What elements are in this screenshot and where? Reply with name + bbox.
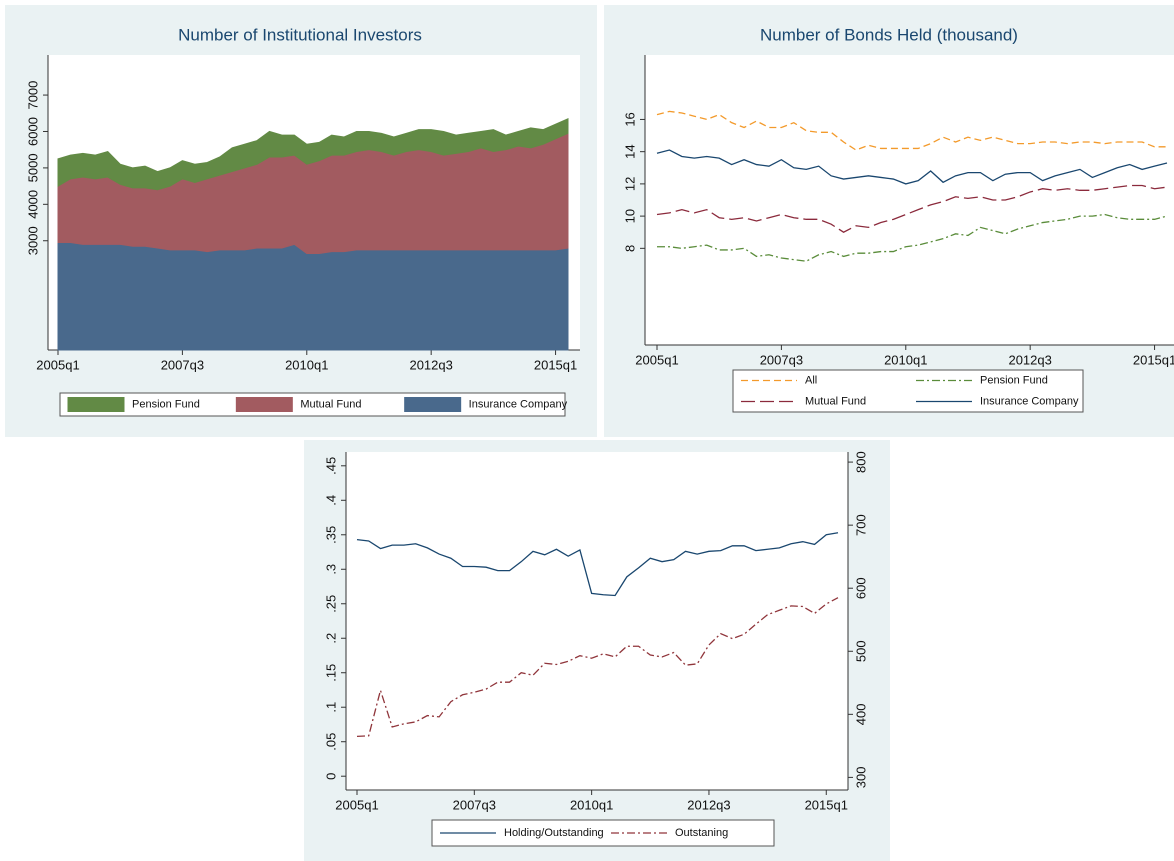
y-tick-label: .35	[323, 526, 338, 544]
x-tick-label: 2007q3	[161, 357, 204, 372]
y-tick-label: .2	[323, 633, 338, 644]
x-tick-label: 2007q3	[760, 352, 803, 367]
y-tick-label: .05	[323, 733, 338, 751]
y-tick-label: .25	[323, 595, 338, 613]
legend-box	[732, 369, 1084, 413]
y-tick-label: 400	[853, 703, 868, 725]
legend-label: Mutual Fund	[300, 398, 361, 410]
chart-title: Number of Institutional Investors	[178, 25, 422, 44]
y-tick-label: 0	[323, 773, 338, 780]
x-tick-label: 2010q1	[570, 797, 613, 812]
line	[656, 149, 1168, 185]
x-tick-label: 2007q3	[453, 797, 496, 812]
legend-label: All	[805, 374, 817, 386]
y-tick-label: 800	[853, 451, 868, 473]
x-tick-label: 2015q1	[805, 797, 848, 812]
y-tick-label: 16	[622, 112, 637, 126]
x-tick-label: 2005q1	[36, 357, 79, 372]
y-tick-label: 3000	[25, 226, 40, 255]
legend-label: Outstaning	[675, 827, 728, 839]
x-tick-label: 2005q1	[335, 797, 378, 812]
legend-label: Holding/Outstanding	[504, 827, 604, 839]
x-tick-label: 2010q1	[285, 357, 328, 372]
plot-area	[645, 55, 1174, 345]
y-tick-label: 10	[622, 209, 637, 223]
legend-swatch	[235, 397, 293, 412]
line	[656, 184, 1168, 233]
legend-swatch	[404, 397, 462, 412]
legend-swatch	[67, 397, 125, 412]
x-tick-label: 2010q1	[884, 352, 927, 367]
y-tick-label: 700	[853, 514, 868, 536]
y-tick-label: 4000	[25, 190, 40, 219]
x-tick-label: 2015q1	[1133, 352, 1174, 367]
x-tick-label: 2012q3	[409, 357, 452, 372]
y-tick-label: 14	[622, 144, 637, 158]
line	[656, 110, 1167, 151]
x-tick-label: 2005q1	[635, 352, 678, 367]
y-tick-label: 500	[853, 640, 868, 662]
y-tick-label: 7000	[25, 81, 40, 110]
line	[356, 597, 839, 738]
y-tick-label: 300	[853, 767, 868, 789]
legend-label: Pension Fund	[980, 374, 1048, 386]
plot-area	[346, 452, 848, 790]
y-tick-label: .3	[323, 564, 338, 575]
y-tick-label: .1	[323, 702, 338, 713]
y-tick-label: 600	[853, 577, 868, 599]
y-tick-label: 5000	[25, 153, 40, 182]
y-tick-label: .4	[323, 495, 338, 506]
legend-label: Pension Fund	[132, 398, 200, 410]
line	[657, 213, 1168, 262]
x-tick-label: 2012q3	[687, 797, 730, 812]
area	[57, 117, 569, 191]
legend-label: Insurance Company	[469, 398, 568, 410]
y-tick-label: .45	[323, 457, 338, 475]
area	[57, 242, 569, 351]
x-tick-label: 2015q1	[534, 357, 577, 372]
legend-label: Insurance Company	[980, 395, 1079, 407]
x-tick-label: 2012q3	[1008, 352, 1051, 367]
legend-label: Mutual Fund	[805, 395, 866, 407]
chart-title: Number of Bonds Held (thousand)	[760, 25, 1018, 44]
line	[356, 532, 839, 597]
y-tick-label: .15	[323, 664, 338, 682]
legend-box	[431, 819, 775, 847]
y-tick-label: 8	[622, 245, 637, 252]
y-tick-label: 12	[622, 177, 637, 191]
y-tick-label: 6000	[25, 117, 40, 146]
